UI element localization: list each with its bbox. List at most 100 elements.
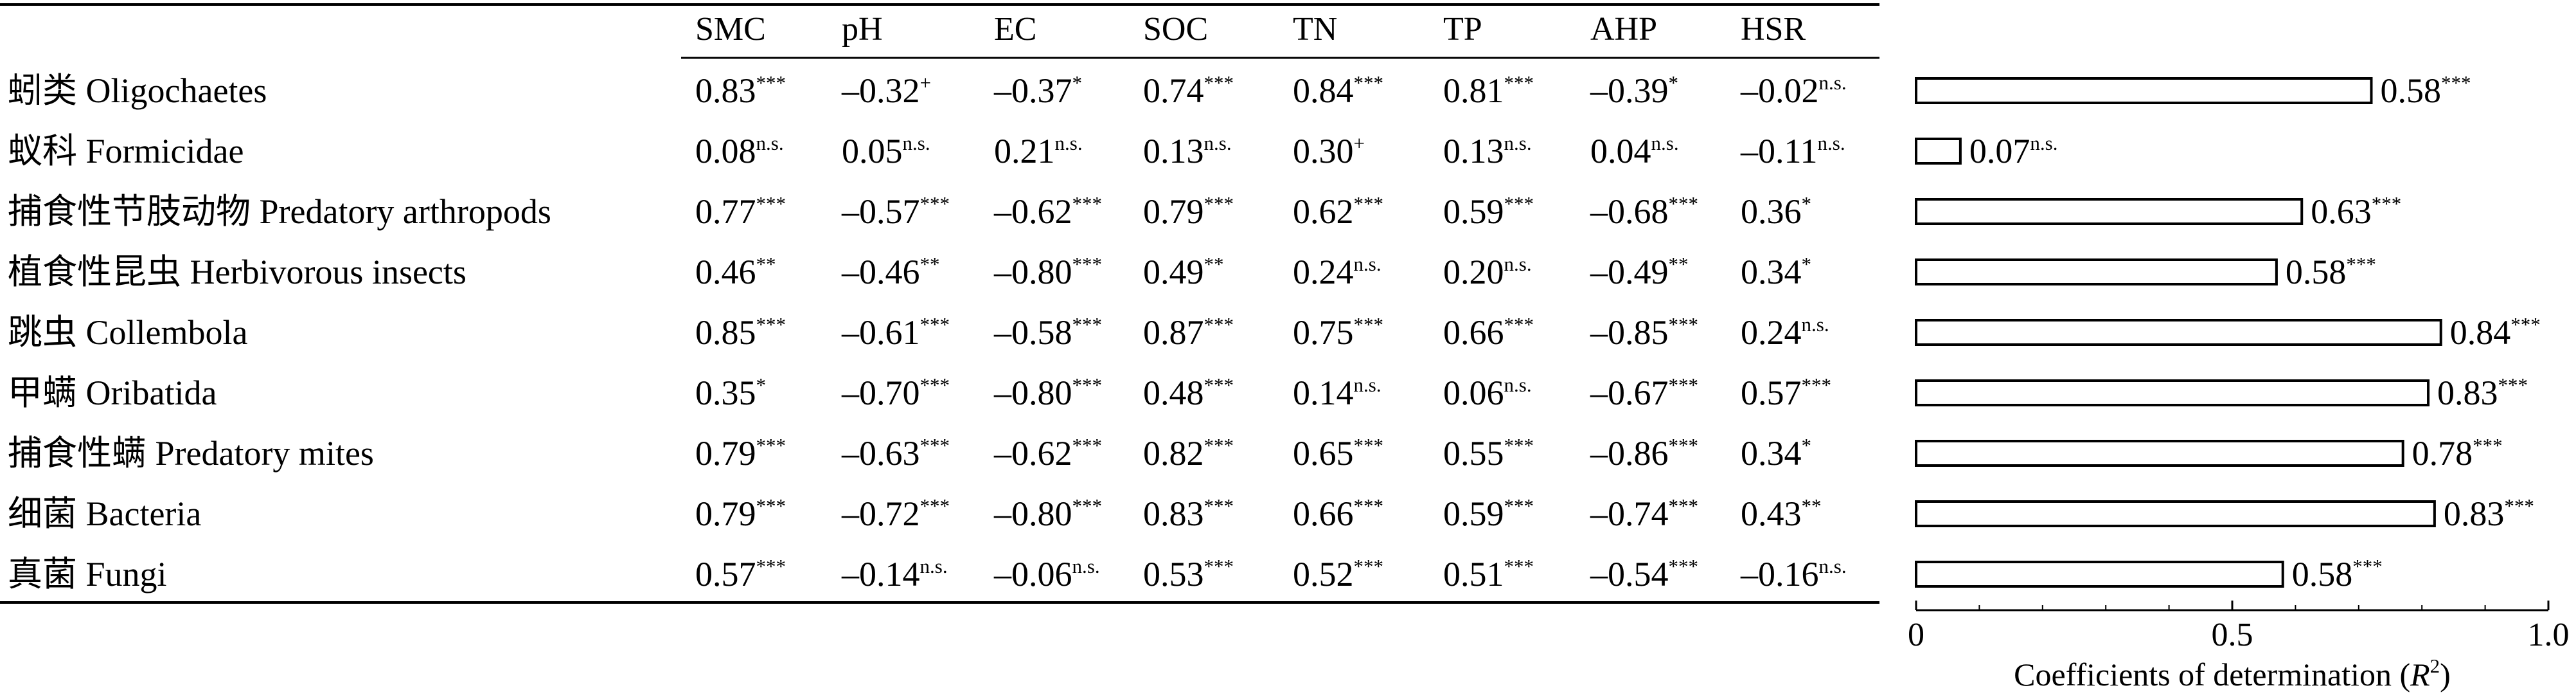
correlation-cell: 0.85*** bbox=[695, 313, 786, 352]
correlation-cell: –0.54*** bbox=[1590, 555, 1698, 593]
bar-value-label-value: 0.07 bbox=[1969, 132, 2030, 170]
x-axis-title-suffix: ) bbox=[2440, 656, 2451, 692]
correlation-cell-value: 0.52 bbox=[1293, 555, 1354, 593]
correlation-cell-significance: *** bbox=[1072, 494, 1103, 517]
correlation-cell-value: 0.77 bbox=[695, 192, 756, 231]
correlation-cell-value: 0.53 bbox=[1143, 555, 1204, 593]
bar-value-label: 0.84*** bbox=[2450, 313, 2541, 352]
correlation-cell-significance: n.s. bbox=[1504, 132, 1532, 154]
correlation-cell-value: 0.62 bbox=[1293, 192, 1354, 231]
correlation-cell: 0.43** bbox=[1741, 494, 1822, 533]
correlation-cell-value: –0.80 bbox=[993, 494, 1072, 533]
correlation-cell: –0.06n.s. bbox=[993, 555, 1100, 593]
correlation-cell: 0.52*** bbox=[1293, 555, 1383, 593]
correlation-cell-value: –0.39 bbox=[1590, 71, 1669, 110]
correlation-cell: 0.04n.s. bbox=[1590, 132, 1679, 170]
correlation-cell-significance: n.s. bbox=[920, 555, 948, 577]
correlation-cell-value: 0.34 bbox=[1741, 434, 1802, 473]
column-header: EC bbox=[994, 11, 1036, 48]
correlation-cell: 0.66*** bbox=[1443, 313, 1534, 352]
correlation-cell-significance: + bbox=[920, 71, 931, 94]
correlation-cell-value: –0.02 bbox=[1740, 71, 1819, 110]
correlation-cell-value: 0.57 bbox=[1741, 374, 1802, 412]
correlation-cell-significance: *** bbox=[920, 494, 950, 517]
correlation-cell-value: –0.62 bbox=[993, 192, 1072, 231]
correlation-cell-significance: *** bbox=[1072, 253, 1103, 275]
correlation-cell: 0.34* bbox=[1741, 434, 1811, 473]
correlation-cell-significance: * bbox=[756, 374, 767, 396]
correlation-cell-value: –0.14 bbox=[841, 555, 920, 593]
bar-value-label-value: 0.58 bbox=[2380, 71, 2441, 110]
bar-value-label-value: 0.58 bbox=[2292, 555, 2353, 593]
correlation-cell-value: –0.86 bbox=[1590, 434, 1669, 473]
bar bbox=[1915, 500, 2436, 527]
correlation-cell-significance: * bbox=[1072, 71, 1083, 94]
correlation-cell-value: 0.49 bbox=[1143, 253, 1204, 291]
correlation-cell-significance: *** bbox=[756, 71, 786, 94]
correlation-cell: –0.80*** bbox=[993, 374, 1102, 412]
correlation-cell-value: 0.87 bbox=[1143, 313, 1204, 352]
correlation-cell-value: –0.32 bbox=[841, 71, 920, 110]
correlation-cell-significance: *** bbox=[1204, 71, 1234, 94]
correlation-cell: –0.49** bbox=[1590, 253, 1689, 291]
correlation-cell-value: –0.72 bbox=[841, 494, 920, 533]
correlation-cell-value: 0.66 bbox=[1293, 494, 1354, 533]
r2-bar-chart: 0.58***0.07n.s.0.63***0.58***0.84***0.83… bbox=[1908, 71, 2570, 692]
correlation-cell-value: –0.11 bbox=[1740, 132, 1818, 170]
correlation-cell-significance: *** bbox=[1504, 71, 1534, 94]
bar-value-label-value: 0.84 bbox=[2450, 313, 2511, 352]
correlation-cell: 0.83*** bbox=[1143, 494, 1234, 533]
correlation-cell-value: 0.79 bbox=[695, 434, 756, 473]
correlation-cell-significance: *** bbox=[1354, 434, 1384, 457]
x-tick-label: 1.0 bbox=[2528, 617, 2570, 653]
correlation-cell-significance: *** bbox=[1072, 434, 1103, 457]
bar-value-label-significance: n.s. bbox=[2030, 132, 2057, 154]
bar-value-label: 0.07n.s. bbox=[1969, 132, 2058, 170]
correlation-cell-value: 0.59 bbox=[1443, 192, 1504, 231]
correlation-cell-significance: n.s. bbox=[1819, 71, 1847, 94]
bar-value-label-significance: *** bbox=[2441, 71, 2471, 94]
correlation-cell: –0.11n.s. bbox=[1740, 132, 1845, 170]
correlation-cell-value: 0.21 bbox=[994, 132, 1055, 170]
correlation-cell-significance: *** bbox=[1504, 494, 1534, 517]
correlation-cell-significance: *** bbox=[1504, 434, 1534, 457]
column-header: TN bbox=[1293, 11, 1337, 48]
correlation-cell: 0.55*** bbox=[1443, 434, 1534, 473]
correlation-cell: 0.05n.s. bbox=[842, 132, 930, 170]
correlation-cell: –0.68*** bbox=[1590, 192, 1698, 231]
correlation-cell-significance: *** bbox=[1669, 192, 1699, 215]
correlation-cell: –0.61*** bbox=[841, 313, 950, 352]
correlation-cell: 0.53*** bbox=[1143, 555, 1234, 593]
bar-value-label-value: 0.78 bbox=[2412, 434, 2473, 473]
x-axis-title-prefix: Coefficients of determination ( bbox=[2014, 656, 2410, 692]
correlation-cell: 0.36* bbox=[1741, 192, 1811, 231]
correlation-cell-significance: *** bbox=[1354, 555, 1384, 577]
column-header: AHP bbox=[1590, 11, 1657, 48]
correlation-cell-value: 0.75 bbox=[1293, 313, 1354, 352]
correlation-cell-significance: n.s. bbox=[1354, 253, 1381, 275]
correlation-cell-value: 0.30 bbox=[1293, 132, 1354, 170]
row-label: 蚓类 Oligochaetes bbox=[8, 71, 267, 110]
correlation-cell-value: 0.82 bbox=[1143, 434, 1204, 473]
correlation-cell-value: 0.83 bbox=[695, 71, 756, 110]
correlation-cell: 0.21n.s. bbox=[994, 132, 1083, 170]
correlation-cell-value: –0.85 bbox=[1590, 313, 1669, 352]
correlation-cell-significance: n.s. bbox=[1651, 132, 1679, 154]
correlation-cell-value: –0.61 bbox=[841, 313, 920, 352]
correlation-cell: 0.24n.s. bbox=[1741, 313, 1829, 352]
correlation-cell: 0.82*** bbox=[1143, 434, 1234, 473]
correlation-cell: 0.79*** bbox=[695, 494, 786, 533]
correlation-cell-value: 0.48 bbox=[1143, 374, 1204, 412]
correlation-cell-value: 0.74 bbox=[1143, 71, 1204, 110]
correlation-cell-significance: *** bbox=[1354, 494, 1384, 517]
correlation-cell: 0.49** bbox=[1143, 253, 1224, 291]
column-header: TP bbox=[1443, 11, 1482, 48]
correlation-cell: 0.79*** bbox=[695, 434, 786, 473]
row-label: 蚁科 Formicidae bbox=[8, 132, 244, 170]
correlation-cell-significance: n.s. bbox=[1504, 253, 1532, 275]
correlation-cell: –0.85*** bbox=[1590, 313, 1698, 352]
bar-value-label-significance: *** bbox=[2473, 434, 2503, 457]
bar-value-label: 0.63*** bbox=[2311, 192, 2401, 231]
